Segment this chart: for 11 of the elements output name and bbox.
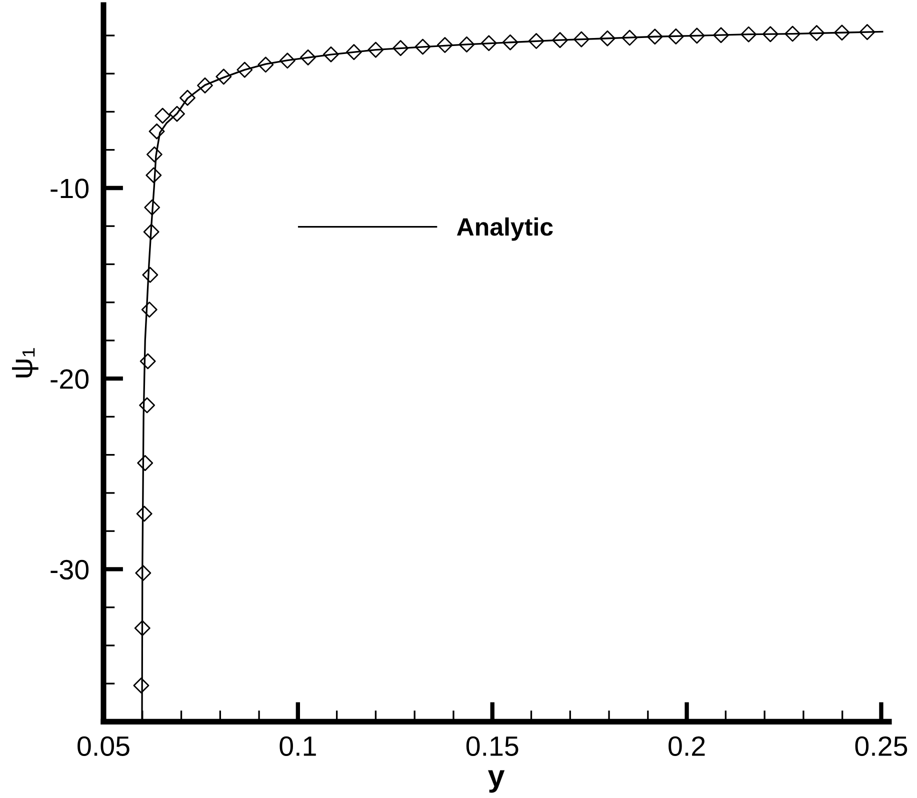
x-tick-label: 0.15 <box>466 736 518 756</box>
y-axis-title: ψ₁ <box>12 348 38 378</box>
y-tick-label: -20 <box>50 369 89 389</box>
y-tick-label: -30 <box>50 560 89 580</box>
text: Analytic <box>456 217 553 241</box>
x-tick-label: 0.1 <box>280 736 316 756</box>
x-tick-label: 0.2 <box>668 736 705 756</box>
x-tick-label: 0.25 <box>855 736 908 756</box>
x-axis-title: y <box>488 770 505 793</box>
y-tick-label: -10 <box>50 178 89 198</box>
x-tick-label: 0.05 <box>78 736 130 756</box>
